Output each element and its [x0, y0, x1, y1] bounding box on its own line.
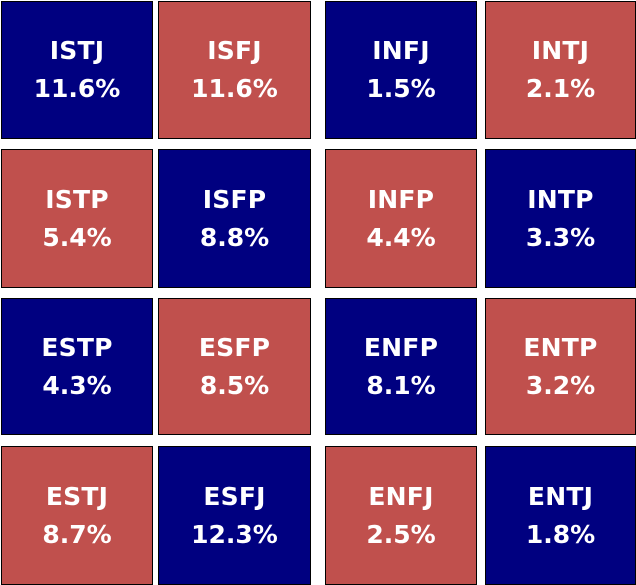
- type-tile-infp: INFP 4.4%: [325, 149, 477, 288]
- type-percent: 1.8%: [525, 519, 596, 549]
- type-tile-intj: INTJ 2.1%: [485, 1, 636, 139]
- type-percent: 2.5%: [366, 519, 436, 549]
- type-tile-istp: ISTP 5.4%: [1, 149, 153, 288]
- type-tile-isfp: ISFP 8.8%: [158, 149, 311, 288]
- type-label: ENTP: [523, 332, 598, 362]
- type-percent: 8.8%: [199, 222, 270, 252]
- type-percent: 2.1%: [525, 74, 596, 103]
- type-tile-estp: ESTP 4.3%: [1, 298, 153, 435]
- type-tile-entj: ENTJ 1.8%: [485, 446, 636, 585]
- type-percent: 1.5%: [366, 74, 436, 103]
- type-percent: 12.3%: [191, 519, 278, 549]
- type-label: ENFP: [363, 332, 439, 362]
- type-label: ISTP: [45, 184, 109, 214]
- type-tile-enfp: ENFP 8.1%: [325, 298, 477, 435]
- type-percent: 8.7%: [42, 519, 112, 549]
- type-label: ENTJ: [527, 481, 594, 511]
- type-tile-enfj: ENFJ 2.5%: [325, 446, 477, 585]
- type-tile-intp: INTP 3.3%: [485, 149, 636, 288]
- type-label: ESFJ: [203, 481, 266, 511]
- type-percent: 3.2%: [525, 370, 596, 400]
- type-tile-isfj: ISFJ 11.6%: [158, 1, 311, 139]
- type-label: ISFP: [202, 184, 267, 214]
- type-label: INFP: [367, 184, 435, 214]
- type-percent: 8.5%: [199, 370, 270, 400]
- type-label: INTJ: [531, 36, 590, 65]
- type-label: ISFJ: [207, 36, 262, 65]
- type-percent: 11.6%: [33, 74, 121, 103]
- type-percent: 4.4%: [366, 222, 436, 252]
- type-tile-esfj: ESFJ 12.3%: [158, 446, 311, 585]
- type-label: INFJ: [372, 36, 430, 65]
- type-percent: 3.3%: [525, 222, 596, 252]
- type-percent: 8.1%: [366, 370, 436, 400]
- type-percent: 11.6%: [191, 74, 278, 103]
- type-percent: 5.4%: [42, 222, 112, 252]
- type-tile-istj: ISTJ 11.6%: [1, 1, 153, 139]
- type-label: INTP: [527, 184, 594, 214]
- type-tile-infj: INFJ 1.5%: [325, 1, 477, 139]
- type-label: ESFP: [198, 332, 271, 362]
- type-tile-esfp: ESFP 8.5%: [158, 298, 311, 435]
- type-percent: 4.3%: [42, 370, 112, 400]
- type-label: ISTJ: [49, 36, 105, 65]
- type-label: ENFJ: [368, 481, 434, 511]
- type-label: ESTP: [41, 332, 113, 362]
- type-tile-estj: ESTJ 8.7%: [1, 446, 153, 585]
- type-label: ESTJ: [45, 481, 109, 511]
- type-tile-entp: ENTP 3.2%: [485, 298, 636, 435]
